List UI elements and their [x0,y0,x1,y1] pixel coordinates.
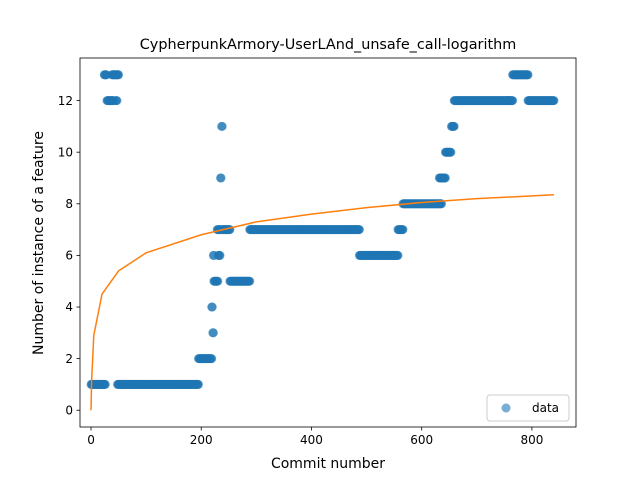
data-point [215,250,225,260]
x-tick-label: 200 [190,433,213,447]
chart-title: CypherpunkArmory-UserLAnd_unsafe_call-lo… [140,37,517,53]
y-tick-label: 10 [58,145,73,159]
y-tick-label: 0 [65,403,73,417]
data-point [245,276,255,286]
data-point [217,121,227,131]
x-axis-label: Commit number [271,456,385,472]
data-point [207,354,217,364]
x-tick-label: 800 [520,433,543,447]
data-point [446,147,456,157]
y-tick-label: 12 [58,94,73,108]
data-point [225,225,235,235]
data-point [354,225,364,235]
data-point [100,379,110,389]
y-tick-label: 4 [65,300,73,314]
plot-area [80,58,576,427]
data-point [523,70,533,80]
data-point [213,276,223,286]
data-point [193,379,203,389]
y-tick-label: 2 [65,352,73,366]
axes-layer: 0 200 400 600 800 0 2 4 6 8 10 12 [58,57,577,447]
x-tick-label: 0 [87,433,95,447]
legend-box [486,394,570,422]
legend-label-data: data [532,401,559,415]
fit-series-layer [90,194,554,411]
data-point [207,302,217,312]
y-tick-label: 8 [65,197,73,211]
data-point [216,173,226,183]
legend: data [486,394,570,422]
data-point [549,96,559,106]
data-point [440,173,450,183]
legend-marker-data [501,403,511,413]
plot-background [80,58,576,427]
data-point [449,121,459,131]
fit-line [90,194,554,411]
data-point [208,328,218,338]
y-tick-label: 6 [65,249,73,263]
plot-frame [79,57,577,428]
x-tick-label: 600 [410,433,433,447]
data-point [508,96,518,106]
data-point [114,70,124,80]
data-point [112,96,122,106]
y-axis-label: Number of instance of a feature [31,131,47,355]
x-tick-label: 400 [300,433,323,447]
data-point [398,225,408,235]
data-point [393,250,403,260]
